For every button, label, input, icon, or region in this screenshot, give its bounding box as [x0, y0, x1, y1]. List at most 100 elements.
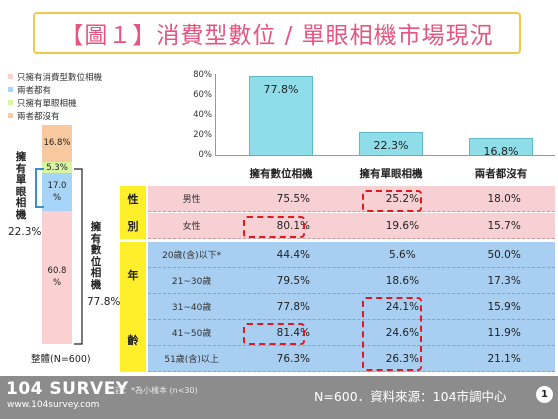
table-cell: 77.8% [276, 300, 311, 313]
digital-owner-label: 擁有數位相機 [90, 221, 102, 291]
legend: 只擁有消費型數位相機 兩者都有 只擁有單眼相機 兩者都沒有 [8, 70, 102, 122]
row-label: 男性 [182, 195, 201, 205]
legend-swatch [8, 113, 13, 118]
table-row: 男性 75.5% 25.2% 18.0% [148, 186, 555, 212]
table-cell: 15.9% [487, 300, 521, 313]
table-cell: 17.3% [487, 274, 521, 287]
x-category-label: 擁有數位相機 [249, 168, 313, 180]
group-label-age: 年 齡 [120, 242, 146, 372]
table-row: 21~30歲 79.5% 18.6% 17.3% [148, 268, 555, 294]
row-label: 31~40歲 [171, 303, 212, 313]
group-label-gender: 性 別 [120, 186, 146, 239]
slr-owner-label-char: 機 [15, 208, 27, 221]
group-char: 性 [127, 193, 139, 207]
digital-owner-label-char: 機 [90, 278, 102, 291]
digital-owner-pct: 77.8% [87, 296, 121, 308]
table-cell: 5.6% [389, 248, 416, 261]
bar: 16.8% [469, 137, 533, 158]
group-char: 年 [127, 268, 139, 282]
bar: 22.3% [359, 132, 423, 155]
highlight-female-digital [243, 216, 305, 238]
x-category-label: 兩者都沒有 [474, 168, 528, 180]
bracket-lines [35, 168, 83, 345]
table-cell: 44.4% [276, 248, 311, 261]
highlight-male-slr [362, 190, 422, 212]
legend-label: 只擁有單眼相機 [17, 98, 77, 109]
slr-owner-label-char: 擁 [15, 151, 27, 163]
brand-url: www.104survey.com [7, 400, 100, 410]
table-cell: 24.1% [385, 300, 420, 313]
page-number: 1 [536, 386, 553, 403]
group-char: 齡 [127, 333, 139, 347]
table-cell: 18.0% [487, 192, 521, 205]
x-axis-line [215, 155, 555, 156]
page-title: 【圖１】消費型數位 / 單眼相機市場現況 [33, 12, 521, 54]
table-row: 51歲(含)以上 76.3% 26.3% 21.1% [148, 346, 555, 372]
slr-owner-label: 擁有單眼相機 [15, 151, 27, 221]
table-cell: 80.1% [276, 219, 311, 232]
table-row: 41~50歲 81.4% 24.6% 11.9% [148, 320, 555, 346]
bar-value-label: 16.8% [483, 144, 519, 158]
table-cell: 50.0% [487, 248, 521, 261]
digital-owner-label-char: 數 [90, 244, 102, 256]
table-cell: 79.5% [276, 274, 311, 287]
slr-bracket [35, 168, 44, 208]
table-row: 31~40歲 77.8% 24.1% 15.9% [148, 294, 555, 320]
source-note: N=600．資料來源：104市調中心 [314, 389, 507, 404]
row-label: 女性 [182, 222, 201, 232]
breakdown-table: 性 別 年 齡 男性 75.5% 25.2% 18.0% 女性 80.1% 19… [120, 186, 555, 372]
group-char: 別 [127, 219, 139, 233]
stacked-bar-category: 整體(N=600) [31, 354, 91, 365]
table-cell: 26.3% [385, 352, 420, 365]
stack-segment: 5.3% [42, 161, 72, 174]
stack-segment: 16.8% [42, 125, 72, 162]
table-cell: 75.5% [276, 192, 311, 205]
y-axis-line [215, 74, 216, 156]
table-cell: 18.6% [385, 274, 420, 287]
slr-owner-pct: 22.3% [8, 226, 42, 238]
digital-owner-label-char: 有 [90, 232, 102, 245]
row-label: 41~50歲 [171, 329, 212, 339]
table-cell: 19.6% [385, 219, 420, 232]
stack-segment: 17.0 % [42, 173, 72, 211]
legend-label: 只擁有消費型數位相機 [17, 72, 103, 83]
legend-item-both: 兩者都有 [8, 83, 102, 96]
slr-owner-label-char: 眼 [15, 185, 27, 198]
legend-label: 兩者都有 [17, 85, 52, 96]
footer-bar: 104 SURVEY www.104survey.com 註：*為小樣本 (n<… [0, 376, 558, 419]
legend-swatch [8, 100, 13, 105]
legend-item-neither: 兩者都沒有 [8, 109, 102, 122]
table-cell: 25.2% [385, 192, 420, 205]
table-cell: 21.1% [487, 352, 521, 365]
y-tick: 40% [193, 110, 212, 120]
slr-owner-label-char: 相 [15, 197, 27, 209]
digital-owner-label-char: 相 [90, 267, 102, 279]
x-category-label: 擁有單眼相機 [359, 168, 423, 180]
legend-swatch [8, 74, 13, 79]
table-row: 20歲(含)以下* 44.4% 5.6% 50.0% [148, 242, 555, 268]
highlight-age-slr [362, 297, 422, 371]
bar-value-label: 22.3% [373, 139, 409, 153]
highlight-41-50-digital [243, 323, 305, 345]
y-tick: 0% [198, 150, 213, 160]
row-label: 21~30歲 [171, 277, 212, 287]
bar-value-label: 77.8% [263, 83, 299, 97]
y-tick: 20% [193, 130, 212, 140]
legend-item-consumer-only: 只擁有消費型數位相機 [8, 70, 102, 83]
digital-owner-label-char: 位 [90, 255, 102, 268]
digital-bracket [74, 168, 83, 345]
table-cell: 76.3% [276, 352, 311, 365]
row-label: 20歲(含)以下* [162, 251, 222, 261]
table-cell: 24.6% [385, 326, 420, 339]
stacked-bar-overall: 60.8 % 17.0 % 5.3% 16.8% [42, 125, 72, 344]
y-tick: 60% [193, 90, 212, 100]
y-tick: 80% [193, 70, 212, 80]
table-cell: 15.7% [487, 219, 521, 232]
bar: 77.8% [249, 76, 313, 155]
digital-owner-label-char: 擁 [90, 221, 102, 233]
legend-label: 兩者都沒有 [17, 111, 60, 122]
row-label: 51歲(含)以上 [164, 355, 219, 365]
table-cell: 11.9% [487, 326, 521, 339]
legend-item-slr-only: 只擁有單眼相機 [8, 96, 102, 109]
brand-logo: 104 SURVEY [6, 379, 129, 399]
